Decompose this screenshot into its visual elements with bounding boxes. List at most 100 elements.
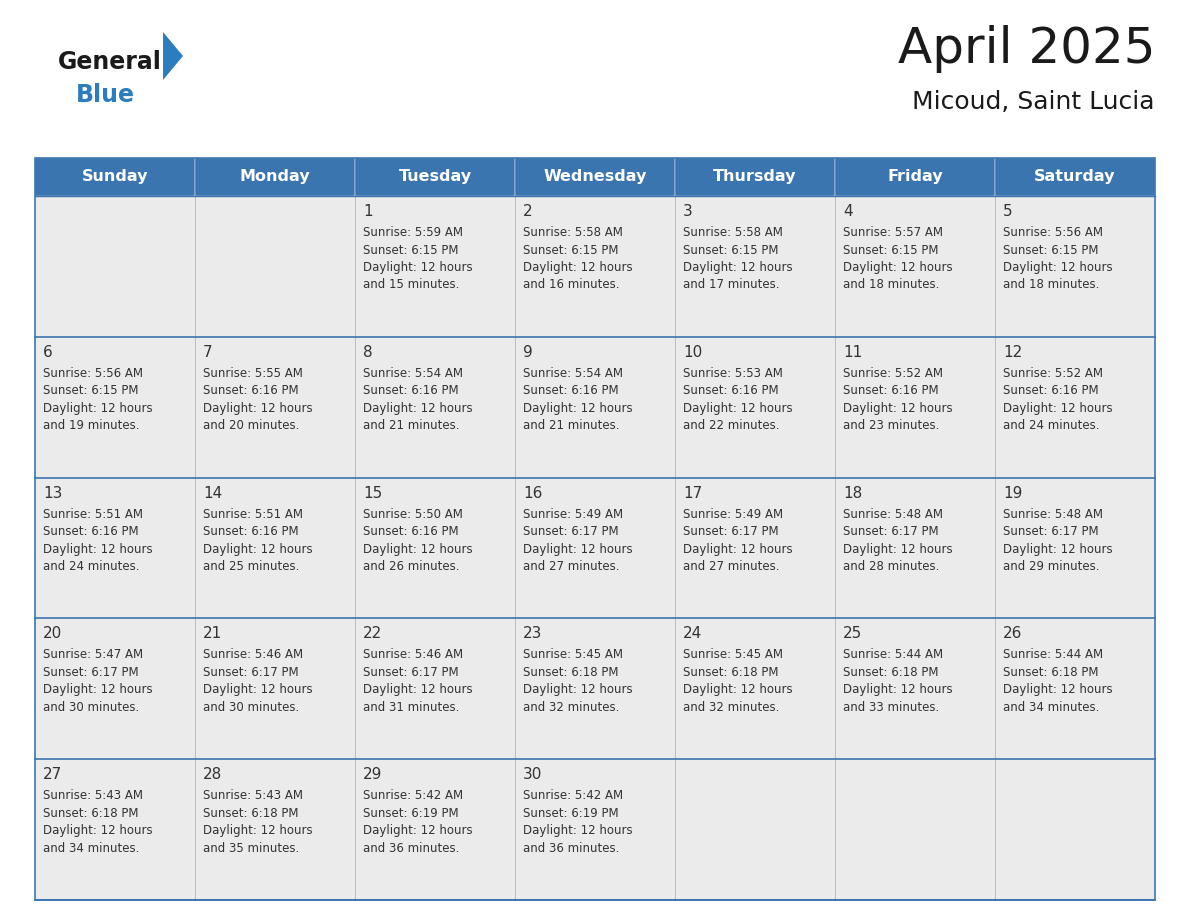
Text: Sunrise: 5:46 AM
Sunset: 6:17 PM
Daylight: 12 hours
and 31 minutes.: Sunrise: 5:46 AM Sunset: 6:17 PM Dayligh… — [364, 648, 473, 714]
Text: Sunrise: 5:52 AM
Sunset: 6:16 PM
Daylight: 12 hours
and 24 minutes.: Sunrise: 5:52 AM Sunset: 6:16 PM Dayligh… — [1003, 367, 1113, 432]
Text: 5: 5 — [1003, 204, 1012, 219]
Bar — [516, 196, 675, 337]
Text: 14: 14 — [203, 486, 222, 500]
Text: 16: 16 — [523, 486, 543, 500]
Bar — [516, 477, 675, 619]
Text: Sunrise: 5:54 AM
Sunset: 6:16 PM
Daylight: 12 hours
and 21 minutes.: Sunrise: 5:54 AM Sunset: 6:16 PM Dayligh… — [523, 367, 633, 432]
Bar — [675, 759, 835, 900]
Bar — [835, 158, 996, 196]
Bar — [195, 619, 355, 759]
Text: Sunrise: 5:53 AM
Sunset: 6:16 PM
Daylight: 12 hours
and 22 minutes.: Sunrise: 5:53 AM Sunset: 6:16 PM Dayligh… — [683, 367, 792, 432]
Bar — [835, 477, 996, 619]
Text: Sunrise: 5:51 AM
Sunset: 6:16 PM
Daylight: 12 hours
and 25 minutes.: Sunrise: 5:51 AM Sunset: 6:16 PM Dayligh… — [203, 508, 312, 573]
Bar — [195, 759, 355, 900]
Bar — [835, 619, 996, 759]
Bar — [516, 158, 675, 196]
Text: 2: 2 — [523, 204, 532, 219]
Bar — [996, 158, 1155, 196]
Text: 19: 19 — [1003, 486, 1023, 500]
Text: Sunrise: 5:49 AM
Sunset: 6:17 PM
Daylight: 12 hours
and 27 minutes.: Sunrise: 5:49 AM Sunset: 6:17 PM Dayligh… — [523, 508, 633, 573]
Text: April 2025: April 2025 — [897, 25, 1155, 73]
Text: Sunrise: 5:44 AM
Sunset: 6:18 PM
Daylight: 12 hours
and 34 minutes.: Sunrise: 5:44 AM Sunset: 6:18 PM Dayligh… — [1003, 648, 1113, 714]
Bar — [996, 477, 1155, 619]
Text: 13: 13 — [43, 486, 63, 500]
Text: 23: 23 — [523, 626, 543, 642]
Text: General: General — [58, 50, 162, 74]
Text: 27: 27 — [43, 767, 62, 782]
Text: Sunday: Sunday — [82, 170, 148, 185]
Text: Saturday: Saturday — [1035, 170, 1116, 185]
Text: 29: 29 — [364, 767, 383, 782]
Text: 6: 6 — [43, 345, 52, 360]
Text: Micoud, Saint Lucia: Micoud, Saint Lucia — [912, 90, 1155, 114]
Text: 15: 15 — [364, 486, 383, 500]
Text: 21: 21 — [203, 626, 222, 642]
Text: Sunrise: 5:43 AM
Sunset: 6:18 PM
Daylight: 12 hours
and 34 minutes.: Sunrise: 5:43 AM Sunset: 6:18 PM Dayligh… — [43, 789, 152, 855]
Bar — [675, 337, 835, 477]
Bar — [835, 759, 996, 900]
Bar — [516, 619, 675, 759]
Text: 4: 4 — [843, 204, 853, 219]
Text: 11: 11 — [843, 345, 862, 360]
Bar — [675, 477, 835, 619]
Text: 10: 10 — [683, 345, 702, 360]
Text: Sunrise: 5:52 AM
Sunset: 6:16 PM
Daylight: 12 hours
and 23 minutes.: Sunrise: 5:52 AM Sunset: 6:16 PM Dayligh… — [843, 367, 953, 432]
Bar — [195, 477, 355, 619]
Text: 20: 20 — [43, 626, 62, 642]
Text: Sunrise: 5:42 AM
Sunset: 6:19 PM
Daylight: 12 hours
and 36 minutes.: Sunrise: 5:42 AM Sunset: 6:19 PM Dayligh… — [523, 789, 633, 855]
Text: Sunrise: 5:59 AM
Sunset: 6:15 PM
Daylight: 12 hours
and 15 minutes.: Sunrise: 5:59 AM Sunset: 6:15 PM Dayligh… — [364, 226, 473, 292]
Bar — [355, 759, 516, 900]
Bar — [34, 158, 195, 196]
Text: 1: 1 — [364, 204, 373, 219]
Bar — [355, 477, 516, 619]
Bar — [996, 619, 1155, 759]
Bar — [195, 158, 355, 196]
Bar — [34, 337, 195, 477]
Text: Sunrise: 5:54 AM
Sunset: 6:16 PM
Daylight: 12 hours
and 21 minutes.: Sunrise: 5:54 AM Sunset: 6:16 PM Dayligh… — [364, 367, 473, 432]
Bar — [675, 196, 835, 337]
Bar — [355, 158, 516, 196]
Bar — [34, 759, 195, 900]
Bar — [195, 196, 355, 337]
Text: Sunrise: 5:56 AM
Sunset: 6:15 PM
Daylight: 12 hours
and 18 minutes.: Sunrise: 5:56 AM Sunset: 6:15 PM Dayligh… — [1003, 226, 1113, 292]
Bar — [835, 337, 996, 477]
Bar — [996, 196, 1155, 337]
Bar — [675, 619, 835, 759]
Text: 7: 7 — [203, 345, 213, 360]
Text: 3: 3 — [683, 204, 693, 219]
Text: Monday: Monday — [240, 170, 310, 185]
Text: 30: 30 — [523, 767, 543, 782]
Text: 18: 18 — [843, 486, 862, 500]
Bar — [516, 759, 675, 900]
Text: Sunrise: 5:50 AM
Sunset: 6:16 PM
Daylight: 12 hours
and 26 minutes.: Sunrise: 5:50 AM Sunset: 6:16 PM Dayligh… — [364, 508, 473, 573]
Bar — [996, 759, 1155, 900]
Bar — [195, 337, 355, 477]
Polygon shape — [163, 32, 183, 80]
Bar — [996, 337, 1155, 477]
Text: Sunrise: 5:47 AM
Sunset: 6:17 PM
Daylight: 12 hours
and 30 minutes.: Sunrise: 5:47 AM Sunset: 6:17 PM Dayligh… — [43, 648, 152, 714]
Text: Thursday: Thursday — [713, 170, 797, 185]
Bar — [34, 196, 195, 337]
Bar — [34, 158, 1155, 900]
Text: 9: 9 — [523, 345, 532, 360]
Bar — [675, 158, 835, 196]
Text: Sunrise: 5:45 AM
Sunset: 6:18 PM
Daylight: 12 hours
and 32 minutes.: Sunrise: 5:45 AM Sunset: 6:18 PM Dayligh… — [683, 648, 792, 714]
Bar — [355, 196, 516, 337]
Text: Sunrise: 5:43 AM
Sunset: 6:18 PM
Daylight: 12 hours
and 35 minutes.: Sunrise: 5:43 AM Sunset: 6:18 PM Dayligh… — [203, 789, 312, 855]
Text: 12: 12 — [1003, 345, 1022, 360]
Bar — [34, 619, 195, 759]
Text: Sunrise: 5:48 AM
Sunset: 6:17 PM
Daylight: 12 hours
and 28 minutes.: Sunrise: 5:48 AM Sunset: 6:17 PM Dayligh… — [843, 508, 953, 573]
Text: Tuesday: Tuesday — [398, 170, 472, 185]
Bar — [34, 477, 195, 619]
Text: Sunrise: 5:46 AM
Sunset: 6:17 PM
Daylight: 12 hours
and 30 minutes.: Sunrise: 5:46 AM Sunset: 6:17 PM Dayligh… — [203, 648, 312, 714]
Text: 22: 22 — [364, 626, 383, 642]
Text: 24: 24 — [683, 626, 702, 642]
Text: 28: 28 — [203, 767, 222, 782]
Text: Sunrise: 5:42 AM
Sunset: 6:19 PM
Daylight: 12 hours
and 36 minutes.: Sunrise: 5:42 AM Sunset: 6:19 PM Dayligh… — [364, 789, 473, 855]
Text: Friday: Friday — [887, 170, 943, 185]
Bar — [835, 196, 996, 337]
Text: Sunrise: 5:56 AM
Sunset: 6:15 PM
Daylight: 12 hours
and 19 minutes.: Sunrise: 5:56 AM Sunset: 6:15 PM Dayligh… — [43, 367, 152, 432]
Text: Sunrise: 5:58 AM
Sunset: 6:15 PM
Daylight: 12 hours
and 17 minutes.: Sunrise: 5:58 AM Sunset: 6:15 PM Dayligh… — [683, 226, 792, 292]
Text: Sunrise: 5:48 AM
Sunset: 6:17 PM
Daylight: 12 hours
and 29 minutes.: Sunrise: 5:48 AM Sunset: 6:17 PM Dayligh… — [1003, 508, 1113, 573]
Text: Sunrise: 5:45 AM
Sunset: 6:18 PM
Daylight: 12 hours
and 32 minutes.: Sunrise: 5:45 AM Sunset: 6:18 PM Dayligh… — [523, 648, 633, 714]
